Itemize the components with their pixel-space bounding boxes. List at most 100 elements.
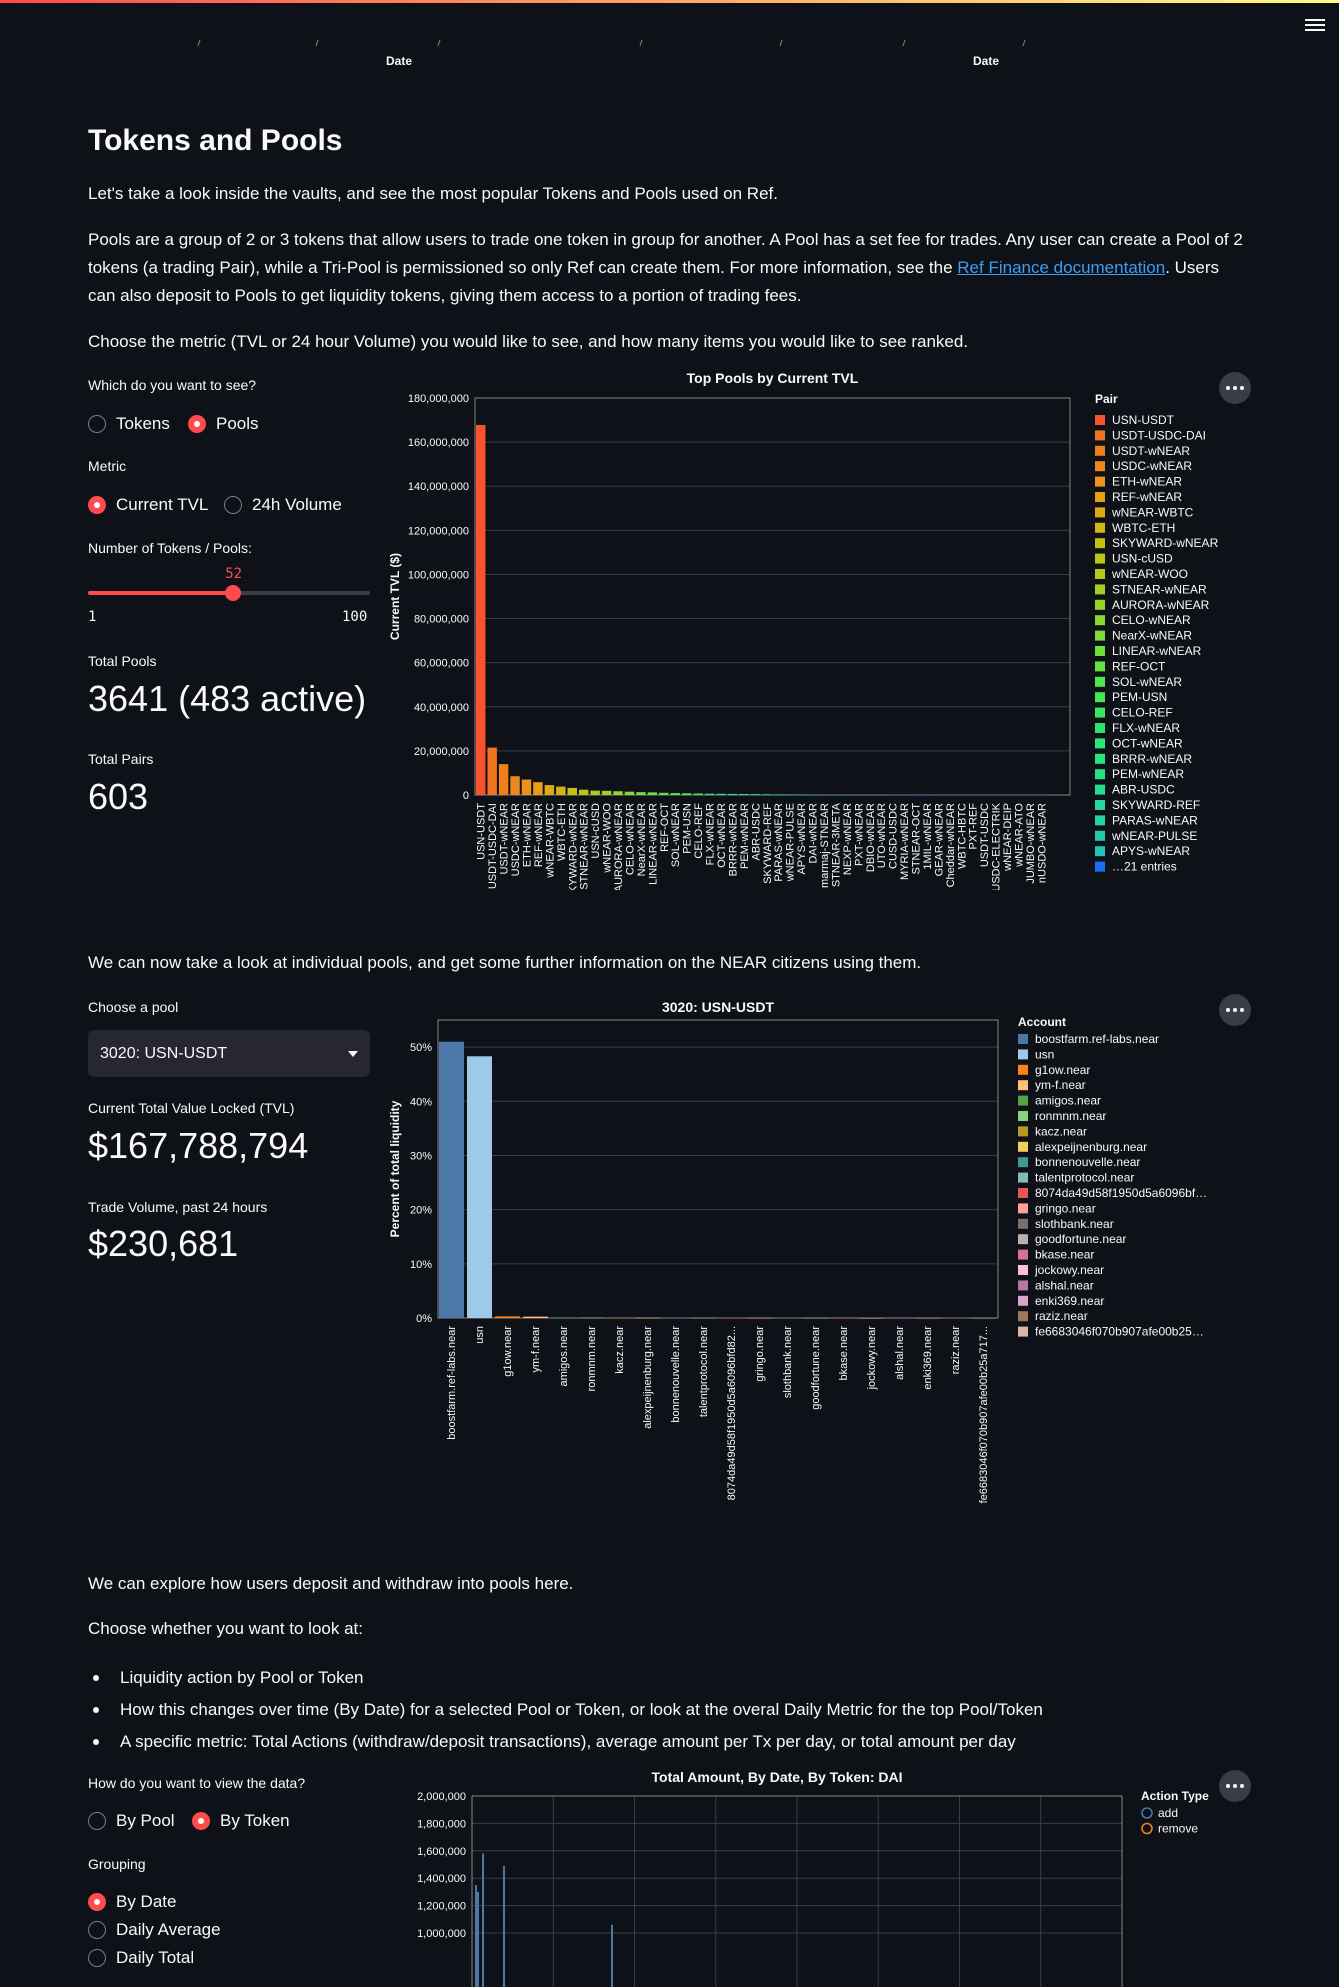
total-pools-value: 3641 (483 active) [88,678,367,719]
chart1-xtick: CUSD-USDC [888,803,900,869]
chart1-legend-swatch [1095,415,1105,425]
chart1-ytick: 80,000,000 [414,614,469,626]
pool-select[interactable]: 3020: USN-USDT [88,1030,370,1077]
radio-daily-total-dot[interactable] [88,1949,106,1967]
chart1-xtick: USDT-USDC-DAI [487,803,499,889]
previous-chart-xlabel-right: Date [973,54,1000,68]
chart1-xtick: PXT-wNEAR [853,803,865,866]
chart3-bar [482,1853,484,1987]
chart2-legend-label: gringo.near [1035,1201,1096,1215]
radio-tokens-dot[interactable] [88,415,106,433]
chart1-xtick: wNEAR-PULSE [785,803,797,882]
chart1-legend-label: USN-USDT [1112,413,1175,427]
chart2-menu-button[interactable] [1219,994,1251,1026]
chart1-legend-swatch [1095,445,1105,456]
chart2-legend-label: ym-f.near [1035,1078,1086,1092]
chart2-legend-swatch [1018,1172,1028,1183]
chart1-bar [876,794,886,796]
chart1-xtick: USDT-USDC [979,803,991,867]
chart2-legend-title: Account [1018,1015,1066,1029]
chart2-bar [663,1317,688,1319]
chart1-legend-label: SKYWARD-REF [1112,798,1200,812]
radio-by-date[interactable]: By Date [88,1892,176,1912]
chart2-legend-swatch [1018,1141,1028,1152]
chart2-bar [719,1317,744,1319]
chart1-bar [796,794,806,795]
radio-pools[interactable]: Pools [188,414,259,434]
chart1-legend-swatch [1095,599,1105,610]
radio-daily-total[interactable]: Daily Total [88,1948,194,1968]
chart3-ytick: 1,200,000 [417,1901,466,1913]
chart1-ytick: 40,000,000 [414,702,469,714]
chart2-legend-label: slothbank.near [1035,1217,1114,1231]
radio-by-pool[interactable]: By Pool [88,1811,175,1831]
chart1-xtick: DBIO-wNEAR [865,803,877,872]
chart1-xtick: USDC-wNEAR [510,803,522,876]
chart1-menu-button[interactable] [1219,372,1251,404]
chart1-legend-swatch [1095,800,1105,810]
chart1-xtick: DAI-wNEAR [808,803,820,864]
chart1-legend-swatch [1095,723,1105,733]
radio-current-tvl[interactable]: Current TVL [88,495,208,515]
chart1-legend-swatch [1095,476,1105,487]
chart1-xtick: marmaj-STNEAR [819,803,831,888]
metric-instructions: Choose the metric (TVL or 24 hour Volume… [88,332,969,351]
chart2-legend-label: jockowy.near [1034,1263,1104,1277]
grouping-label: Grouping [88,1856,146,1872]
chart1-bar [956,794,967,796]
radio-by-token-dot[interactable] [192,1812,210,1830]
chart2-xtick: bkase.near [838,1326,850,1381]
chart1-xtick: PXT-REF [968,803,980,850]
radio-by-date-dot[interactable] [88,1893,106,1911]
chart1-xtick: OCT-wNEAR [716,803,728,868]
chart3-legend-label: add [1158,1806,1178,1820]
chart1-legend-swatch [1095,707,1105,718]
chart2-bar [579,1317,604,1319]
radio-daily-average[interactable]: Daily Average [88,1920,221,1940]
chart1-legend-swatch [1095,861,1105,872]
ref-docs-link[interactable]: Ref Finance documentation [957,258,1166,277]
chart3-ytick: 1,800,000 [417,1818,466,1830]
chart2-legend-label: boostfarm.ref-labs.near [1035,1032,1159,1046]
radio-tokens[interactable]: Tokens [88,414,170,434]
radio-daily-average-dot[interactable] [88,1921,106,1939]
chart3-menu-button[interactable] [1219,1770,1251,1802]
radio-24h-volume-dot[interactable] [224,496,242,514]
chart1-legend-label: AURORA-wNEAR [1112,598,1210,612]
choose-pool-label: Choose a pool [88,999,179,1015]
chart3-bar [611,1942,613,1987]
chart1-ytick: 120,000,000 [408,525,469,537]
chart1-xtick: MYRIA-wNEAR [899,803,911,880]
chart1-bar [842,794,852,796]
chart1-xtick: STNEAR-3META [830,802,842,887]
chart2-xtick: slothbank.near [782,1326,794,1398]
chart1-legend-label: REF-OCT [1112,659,1166,673]
radio-pools-dot[interactable] [188,415,206,433]
chart1-xtick: PEM-USN [682,803,694,854]
radio-by-pool-dot[interactable] [88,1812,106,1830]
chart1-legend-swatch [1095,769,1105,780]
chart1-bar [556,786,566,795]
main-menu-icon[interactable] [1305,16,1325,34]
slider-thumb[interactable] [225,585,242,601]
chart1-xtick: 1MIL-wNEAR [922,803,934,870]
radio-24h-volume[interactable]: 24h Volume [224,495,342,515]
chart2-legend-label: bkase.near [1035,1248,1094,1262]
chart2-legend-swatch [1018,1234,1028,1245]
chart1-legend-label: USDT-USDC-DAI [1112,428,1206,442]
chart1-ytick: 0 [463,790,469,802]
chart1-xtick: USDT-wNEAR [499,803,511,875]
list-item: How this changes over time (By Date) for… [93,1694,1043,1726]
chart1-legend-title: Pair [1095,392,1118,406]
radio-current-tvl-dot[interactable] [88,496,106,514]
chart1-bar [819,794,829,796]
slider-min-value: 1 [88,609,97,625]
chart1-bar [762,794,772,795]
chart1-bar [968,794,978,796]
num-items-slider[interactable] [88,585,370,601]
chart1-legend-label: APYS-wNEAR [1112,844,1190,858]
chart1-bar [670,793,680,795]
radio-by-token[interactable]: By Token [192,1811,290,1831]
chart2-legend-swatch [1018,1126,1028,1137]
chart2-xtick: g1ow.near [502,1326,514,1377]
